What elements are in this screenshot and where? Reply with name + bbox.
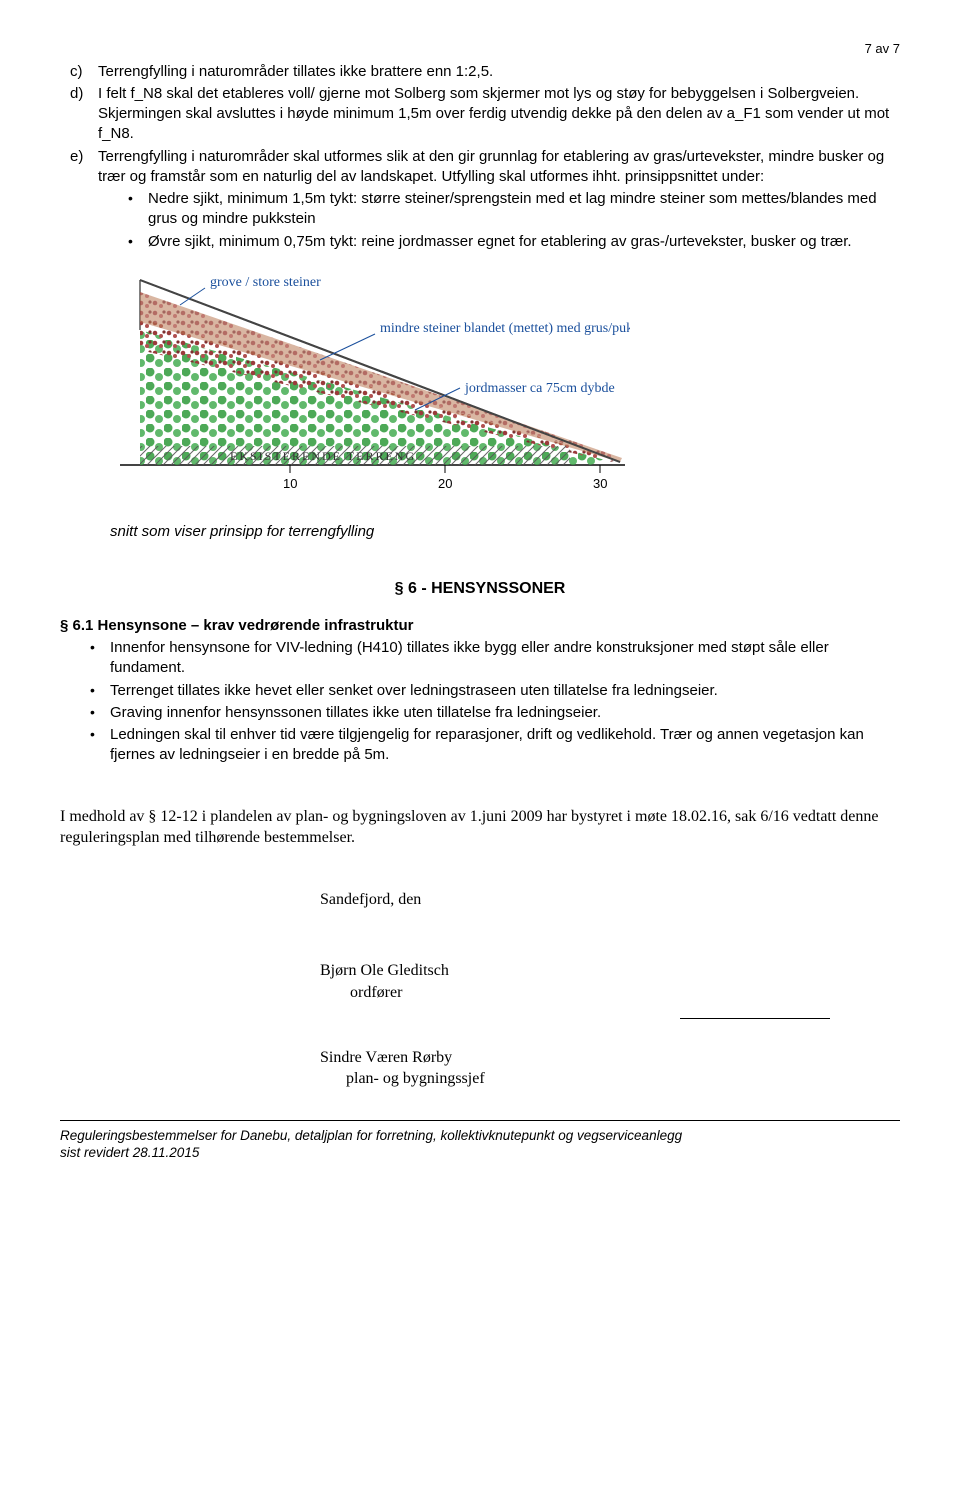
svg-text:20: 20 [438,476,452,491]
svg-text:mindre steiner blandet (mettet: mindre steiner blandet (mettet) med grus… [380,321,630,336]
s6-bullet-3: • Graving innenfor hensynssonen tillates… [60,703,900,723]
sandefjord-line: Sandefjord, den [320,889,900,911]
medhold-paragraph: I medhold av § 12-12 i plandelen av plan… [60,806,900,849]
bullet-icon: • [60,681,110,701]
svg-text:jordmasser ca 75cm dybde: jordmasser ca 75cm dybde [464,381,615,396]
bullet-text: Nedre sjikt, minimum 1,5m tykt: større s… [148,189,900,230]
section6-subheading: § 6.1 Hensynsone – krav vedrørende infra… [60,616,900,636]
footer-rule [60,1120,900,1121]
bullet-icon: • [60,638,110,679]
bullet-text: Ledningen skal til enhver tid være tilgj… [110,725,900,766]
signatory-1-title: ordfører [350,982,900,1004]
bullet-icon: • [60,725,110,766]
bullet-text: Terrenget tillates ikke hevet eller senk… [110,681,900,701]
page-number: 7 av 7 [60,40,900,58]
bullet-icon: • [60,703,110,723]
marker-d: d) [60,84,98,145]
signatory-2-title: plan- og bygningssjef [346,1068,900,1090]
svg-text:30: 30 [593,476,607,491]
signatory-2-name: Sindre Væren Rørby [320,1047,900,1069]
svg-text:EKSISTERENDE TERRENG: EKSISTERENDE TERRENG [230,449,416,463]
signatory-1-name: Bjørn Ole Gleditsch [320,960,900,982]
diagram-caption: snitt som viser prinsipp for terrengfyll… [110,522,900,542]
bullet-text: Innenfor hensynsone for VIV-ledning (H41… [110,638,900,679]
list-item-c: c) Terrengfylling i naturområder tillate… [60,62,900,82]
bullet-text: Øvre sjikt, minimum 0,75m tykt: reine jo… [148,232,900,252]
bullet-icon: • [98,189,148,230]
list-item-d: d) I felt f_N8 skal det etableres voll/ … [60,84,900,145]
bullet-icon: • [98,232,148,252]
footer-line-1: Reguleringsbestemmelser for Danebu, deta… [60,1128,900,1145]
bullet-e-2: • Øvre sjikt, minimum 0,75m tykt: reine … [98,232,900,252]
text-e: Terrengfylling i naturområder skal utfor… [98,147,900,188]
svg-text:grove / store steiner: grove / store steiner [210,275,321,290]
text-d: I felt f_N8 skal det etableres voll/ gje… [98,84,900,145]
section6-heading: § 6 - HENSYNSSONER [60,578,900,600]
s6-bullet-1: • Innenfor hensynsone for VIV-ledning (H… [60,638,900,679]
signature-line [680,1018,830,1019]
list-item-e: e) Terrengfylling i naturområder skal ut… [60,147,900,254]
footer-line-2: sist revidert 28.11.2015 [60,1145,900,1162]
bullet-text: Graving innenfor hensynssonen tillates i… [110,703,900,723]
marker-e: e) [60,147,98,254]
s6-bullet-2: • Terrenget tillates ikke hevet eller se… [60,681,900,701]
svg-text:10: 10 [283,476,297,491]
bullet-e-1: • Nedre sjikt, minimum 1,5m tykt: større… [98,189,900,230]
cross-section-diagram: grove / store steiner mindre steiner bla… [110,270,900,516]
text-c: Terrengfylling i naturområder tillates i… [98,62,900,82]
marker-c: c) [60,62,98,82]
s6-bullet-4: • Ledningen skal til enhver tid være til… [60,725,900,766]
